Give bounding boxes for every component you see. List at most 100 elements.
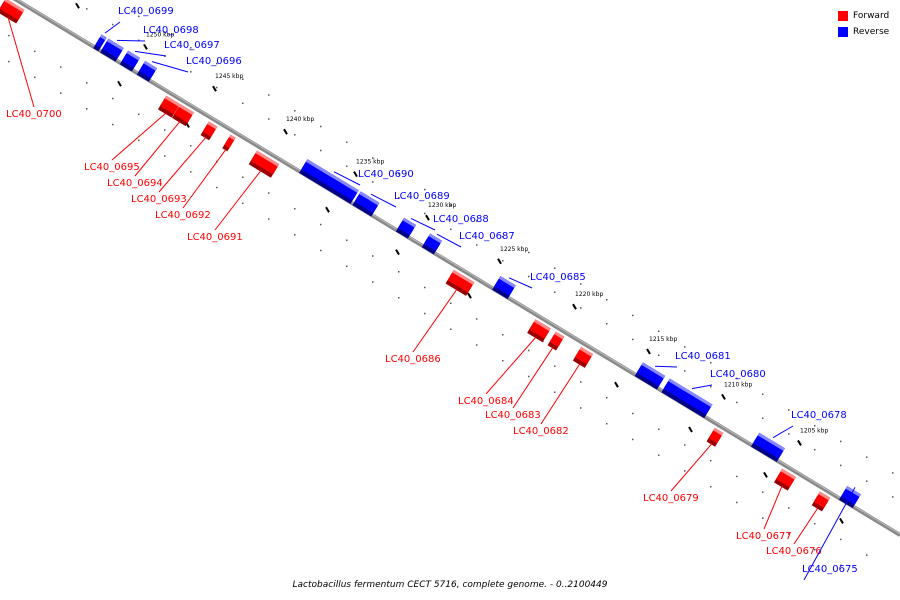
label-leader-line — [540, 363, 581, 425]
track-dot — [762, 417, 764, 419]
gene-lc40-0697[interactable] — [119, 50, 141, 72]
tick-mark — [117, 80, 122, 87]
track-dot — [294, 234, 296, 236]
gene-label[interactable]: LC40_0684 — [458, 396, 514, 407]
coordinate-dots — [8, 8, 894, 567]
gene-label[interactable]: LC40_0689 — [394, 191, 450, 202]
gene-lc40-0688[interactable] — [395, 217, 417, 239]
tick-mark — [688, 426, 693, 433]
gene-lc40-0695[interactable] — [157, 95, 180, 118]
gene-lc40-0694[interactable] — [171, 104, 194, 127]
gene-label[interactable]: LC40_0692 — [155, 210, 211, 221]
gene-label[interactable]: LC40_0679 — [643, 493, 699, 504]
gene-lc40-0699[interactable] — [93, 34, 107, 52]
gene-label[interactable]: LC40_0682 — [513, 426, 569, 437]
tick-label: 1220 kbp — [575, 291, 603, 298]
tick-mark — [646, 348, 651, 355]
gene-lc40-0686[interactable] — [445, 269, 475, 296]
gene-label[interactable]: LC40_0697 — [164, 40, 220, 51]
track-dot — [502, 333, 504, 336]
track-dot — [424, 312, 426, 315]
gene-label[interactable]: LC40_0688 — [433, 214, 489, 225]
track-dot — [554, 291, 556, 293]
label-leader-line — [104, 21, 121, 34]
gene-label[interactable]: LC40_0699 — [118, 6, 174, 17]
gene-lc40-0692[interactable] — [222, 134, 236, 152]
tick-mark — [283, 128, 288, 135]
legend-reverse-label: Reverse — [853, 27, 890, 37]
label-leader-line — [116, 39, 146, 42]
track-dot — [216, 86, 218, 89]
gene-lc40-0700[interactable] — [0, 0, 25, 24]
gene-lc40-0685[interactable] — [492, 276, 516, 300]
gene-label[interactable]: LC40_0698 — [143, 25, 199, 36]
track-dot — [476, 344, 478, 346]
gene-label[interactable]: LC40_0675 — [802, 564, 858, 575]
track-dot — [164, 155, 166, 157]
gene-label[interactable]: LC40_0690 — [358, 169, 414, 180]
gene-label[interactable]: LC40_0678 — [791, 410, 847, 421]
track-dot — [60, 92, 62, 94]
track-dot — [788, 507, 790, 509]
gene-lc40-0689[interactable] — [352, 191, 380, 217]
track-dot — [294, 208, 296, 210]
track-dot — [632, 438, 634, 441]
label-leader-line — [803, 487, 856, 581]
track-dot — [476, 220, 478, 222]
tick-label: 1205 kbp — [800, 427, 828, 434]
label-leader-line — [410, 218, 436, 231]
gene-label[interactable]: LC40_0676 — [766, 546, 822, 557]
gene-lc40-0690[interactable] — [299, 159, 359, 204]
gene-lc40-0678[interactable] — [750, 432, 785, 462]
tick-mark — [425, 214, 430, 221]
track-dot — [710, 485, 712, 488]
gene-lc40-0693[interactable] — [200, 121, 218, 141]
gene-lc40-0698[interactable] — [100, 38, 124, 62]
gene-label[interactable]: LC40_0691 — [187, 232, 243, 243]
gene-label[interactable]: LC40_0695 — [84, 162, 140, 173]
tick-mark — [325, 206, 330, 213]
label-leader-line — [111, 112, 167, 161]
gene-lc40-0682[interactable] — [572, 346, 594, 368]
track-dot — [762, 393, 764, 395]
gene-label[interactable]: LC40_0686 — [385, 354, 441, 365]
gene-lc40-0696[interactable] — [136, 60, 158, 82]
gene-label[interactable]: LC40_0696 — [186, 56, 242, 67]
tick-mark — [614, 381, 619, 388]
gene-label[interactable]: LC40_0680 — [710, 369, 766, 380]
gene-lc40-0676[interactable] — [811, 491, 831, 512]
tick-mark — [395, 249, 400, 256]
label-leader-line — [370, 193, 397, 208]
gene-label[interactable]: LC40_0681 — [675, 351, 731, 362]
gene-lc40-0687[interactable] — [421, 233, 443, 255]
gene-lc40-0683[interactable] — [547, 331, 565, 351]
track-dot — [86, 108, 88, 110]
gene-label[interactable]: LC40_0693 — [131, 194, 187, 205]
track-dot — [528, 251, 530, 254]
gene-lc40-0691[interactable] — [248, 150, 280, 178]
gene-label[interactable]: LC40_0687 — [459, 231, 515, 242]
track-dot — [892, 496, 894, 498]
gene-lc40-0679[interactable] — [706, 427, 724, 447]
track-dot — [372, 181, 374, 183]
legend-forward: Forward — [838, 8, 889, 24]
track-dot — [320, 125, 322, 128]
gene-label[interactable]: LC40_0677 — [736, 531, 792, 542]
gene-lc40-0684[interactable] — [527, 319, 551, 343]
tick-label: 1240 kbp — [286, 116, 314, 123]
legend-forward-label: Forward — [853, 11, 890, 21]
gene-label[interactable]: LC40_0685 — [530, 272, 586, 283]
gene-label[interactable]: LC40_0694 — [107, 178, 163, 189]
track-dot — [424, 188, 426, 191]
gene-lc40-0677[interactable] — [773, 468, 796, 491]
gene-lc40-0681[interactable] — [634, 362, 666, 390]
track-dot — [268, 94, 270, 96]
gene-lc40-0680[interactable] — [661, 378, 713, 419]
gene-label[interactable]: LC40_0700 — [6, 109, 62, 120]
track-dot — [320, 223, 322, 226]
track-dot — [476, 318, 478, 320]
track-dot — [60, 66, 62, 68]
track-dot — [398, 173, 400, 175]
gene-label[interactable]: LC40_0683 — [485, 410, 541, 421]
